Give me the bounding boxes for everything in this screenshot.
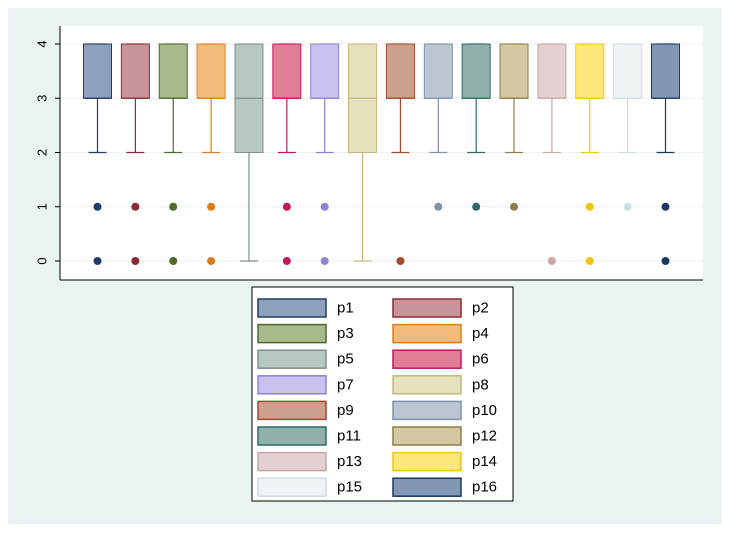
outlier-point (396, 257, 405, 265)
box-p11 (461, 43, 491, 211)
legend-label-p10: p10 (472, 402, 497, 419)
outlier-point (169, 257, 178, 265)
legend-swatch-p11 (257, 426, 327, 446)
legend-swatch-p5 (257, 349, 327, 369)
legend-swatch-p6 (392, 349, 462, 369)
outlier-point (131, 202, 140, 211)
box-p9 (385, 43, 415, 265)
outlier-point (169, 202, 178, 211)
box-body (158, 43, 188, 99)
box-p8 (348, 43, 378, 262)
legend-label-p7: p7 (337, 376, 354, 393)
legend-swatch-p10 (392, 400, 462, 421)
outlier-point (93, 257, 102, 265)
y-tick-label: 3 (35, 95, 50, 102)
box-p10 (423, 43, 453, 211)
box-p3 (158, 43, 188, 265)
outlier-point (661, 257, 670, 265)
box-p7 (310, 43, 340, 265)
outlier-point (547, 257, 556, 265)
y-tick-label: 0 (35, 257, 50, 264)
legend-label-p13: p13 (337, 453, 362, 470)
legend-swatch-p16 (392, 477, 462, 497)
box-p1 (83, 43, 112, 265)
outlier-point (585, 257, 594, 265)
box-p12 (499, 43, 529, 211)
legend-swatch-p4 (392, 323, 462, 344)
outlier-point (434, 202, 443, 211)
box-p14 (575, 43, 605, 265)
outlier-point (282, 202, 291, 211)
outlier-point (585, 202, 594, 211)
legend-label-p4: p4 (472, 325, 489, 342)
legend-label-p14: p14 (472, 453, 497, 470)
outlier-point (282, 257, 291, 265)
y-tick-label: 4 (35, 40, 50, 47)
outlier-point (320, 257, 329, 265)
legend-label-p8: p8 (472, 376, 489, 393)
box-p5 (234, 43, 264, 262)
box-body (196, 43, 226, 99)
box-body (310, 43, 340, 99)
box-body (461, 43, 491, 99)
legend-swatch-p2 (392, 298, 462, 318)
legend-label-p6: p6 (472, 351, 489, 368)
box-p2 (120, 43, 150, 265)
box-p15 (613, 43, 643, 211)
legend-label-p3: p3 (337, 325, 354, 342)
box-body (423, 43, 453, 99)
outlier-point (207, 202, 216, 211)
legend-entries: p1 p2 p3 p4 p5 p6 p7 p8 p9 p10 p11 p12 p13 p14 p15 p16 (257, 298, 497, 497)
box-p16 (651, 43, 680, 265)
legend-swatch-p7 (257, 375, 327, 395)
box-body (537, 43, 567, 99)
box-p4 (196, 43, 226, 265)
box-p13 (537, 43, 567, 265)
outlier-point (131, 257, 140, 265)
legend-label-p5: p5 (337, 351, 354, 368)
legend-label-p9: p9 (337, 402, 354, 419)
box-body (651, 43, 680, 99)
legend-label-p16: p16 (472, 479, 497, 496)
legend-label-p11: p11 (337, 428, 361, 445)
box-body (613, 43, 643, 99)
box-body (499, 43, 529, 99)
outlier-point (661, 202, 670, 211)
legend-label-p2: p2 (472, 300, 489, 317)
outlier-point (510, 202, 519, 211)
legend-label-p15: p15 (337, 479, 362, 496)
legend-swatch-p8 (392, 375, 462, 395)
legend-swatch-p1 (257, 298, 327, 318)
outlier-point (472, 202, 481, 211)
box-p6 (272, 43, 302, 265)
y-tick-label: 1 (35, 203, 50, 210)
legend-label-p1: p1 (337, 300, 354, 317)
legend-swatch-p14 (392, 451, 462, 472)
box-body (83, 43, 112, 99)
outlier-point (93, 202, 102, 211)
boxes (83, 43, 680, 265)
legend-swatch-p15 (257, 477, 327, 497)
y-tick-label: 2 (35, 149, 50, 156)
legend-swatch-p9 (257, 400, 327, 421)
box-body (120, 43, 150, 99)
box-body (575, 43, 605, 99)
legend-label-p12: p12 (472, 428, 497, 445)
box-body (385, 43, 415, 99)
legend-swatch-p13 (257, 451, 327, 472)
box-body (272, 43, 302, 99)
axes: 0 1 2 3 4 (35, 26, 703, 281)
outlier-point (207, 257, 216, 265)
outlier-point (320, 202, 329, 211)
legend-swatch-p12 (392, 426, 462, 446)
legend-swatch-p3 (257, 323, 327, 344)
outlier-point (623, 202, 632, 211)
